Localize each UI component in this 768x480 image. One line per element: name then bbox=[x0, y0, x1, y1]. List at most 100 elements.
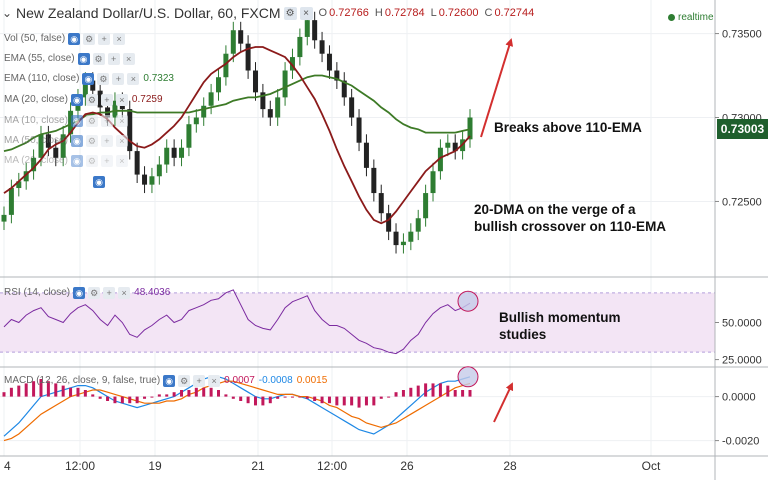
candle-body bbox=[319, 40, 325, 54]
add-icon[interactable]: + bbox=[98, 32, 111, 45]
collapse-chevron-icon[interactable]: ⌄ bbox=[2, 6, 13, 20]
candle-body bbox=[216, 77, 222, 93]
candle-body bbox=[326, 53, 332, 71]
close-icon[interactable]: × bbox=[115, 134, 128, 147]
close-icon[interactable]: × bbox=[115, 93, 128, 106]
macd-hist-bar bbox=[180, 390, 184, 397]
add-icon[interactable]: + bbox=[103, 286, 116, 299]
candle-body bbox=[23, 171, 29, 182]
eye-icon[interactable]: ◉ bbox=[163, 374, 176, 387]
candle-body bbox=[230, 30, 236, 54]
macd-hist-bar bbox=[305, 396, 309, 399]
candle-body bbox=[16, 181, 22, 189]
settings-icon[interactable]: ⚙ bbox=[85, 134, 98, 147]
eye-icon[interactable]: ◉ bbox=[70, 154, 83, 167]
settings-icon[interactable]: ⚙ bbox=[92, 52, 105, 65]
macd-hist-bar bbox=[113, 396, 117, 404]
settings-icon[interactable]: ⚙ bbox=[178, 374, 191, 387]
macd-legend[interactable]: MACD (12, 26, close, 9, false, true) ◉ ⚙… bbox=[4, 373, 327, 388]
candle-body bbox=[45, 134, 51, 148]
settings-icon[interactable]: ⚙ bbox=[88, 286, 101, 299]
macd-hist-bar bbox=[379, 396, 383, 399]
eye-icon[interactable]: ◉ bbox=[77, 52, 90, 65]
macd-hist-bar bbox=[209, 387, 213, 397]
add-icon[interactable]: + bbox=[193, 374, 206, 387]
macd-hist-bar bbox=[231, 396, 235, 399]
macd-hist-bar bbox=[32, 381, 36, 397]
x-tick-label: 26 bbox=[400, 459, 414, 473]
indicator-label: MA (20, close) bbox=[4, 94, 68, 105]
eye-icon[interactable]: ◉ bbox=[73, 286, 86, 299]
candle-body bbox=[245, 43, 251, 71]
eye-icon[interactable]: ◉ bbox=[70, 93, 83, 106]
add-icon[interactable]: + bbox=[112, 72, 125, 85]
candle-body bbox=[452, 142, 458, 152]
indicator-ema55[interactable]: EMA (55, close) ◉ ⚙ + × bbox=[4, 51, 135, 66]
add-icon[interactable]: + bbox=[100, 134, 113, 147]
eye-icon[interactable]: ◉ bbox=[82, 72, 95, 85]
macd-hist-bar bbox=[128, 396, 132, 404]
settings-icon[interactable]: ⚙ bbox=[83, 32, 96, 45]
close-icon[interactable]: × bbox=[115, 154, 128, 167]
open-label: O bbox=[318, 7, 328, 19]
candle-body bbox=[208, 92, 214, 106]
settings-icon[interactable]: ⚙ bbox=[85, 114, 98, 127]
add-icon[interactable]: + bbox=[100, 114, 113, 127]
candle-body bbox=[201, 105, 207, 118]
indicator-label: MA (20, close) bbox=[4, 155, 68, 166]
candle-body bbox=[68, 110, 74, 135]
macd-hist-bar bbox=[224, 394, 228, 397]
macd-arrow bbox=[493, 382, 514, 423]
candle-body bbox=[97, 90, 103, 108]
indicator-ma50[interactable]: MA (50, close) ◉ ⚙ + × bbox=[4, 133, 128, 148]
add-icon[interactable]: + bbox=[100, 93, 113, 106]
candle-body bbox=[1, 214, 7, 222]
close-icon[interactable]: × bbox=[113, 32, 126, 45]
macd-hist-bar bbox=[290, 396, 294, 398]
close-icon[interactable]: × bbox=[115, 114, 128, 127]
macd-hist-bar bbox=[83, 390, 87, 397]
annotation-dma-line1: 20-DMA on the verge of a bbox=[474, 202, 636, 217]
candle-body bbox=[423, 193, 429, 219]
candle-body bbox=[149, 176, 155, 185]
indicator-ma10[interactable]: MA (10, close) ◉ ⚙ + × bbox=[4, 113, 128, 128]
eye-icon[interactable]: ◉ bbox=[68, 32, 81, 45]
macd-hist-bar bbox=[468, 390, 472, 397]
candle-body bbox=[90, 80, 96, 91]
macd-hist-bar bbox=[335, 396, 339, 406]
settings-icon[interactable]: ⚙ bbox=[85, 93, 98, 106]
candle-body bbox=[164, 147, 170, 165]
indicator-ema110[interactable]: EMA (110, close) ◉ ⚙ + × 0.7323 bbox=[4, 71, 174, 86]
macd-hist-bar bbox=[165, 394, 169, 397]
candle-body bbox=[127, 109, 133, 152]
indicator-vol[interactable]: Vol (50, false) ◉ ⚙ + × bbox=[4, 31, 126, 46]
macd-hist-bar bbox=[431, 383, 435, 397]
add-icon[interactable]: + bbox=[107, 52, 120, 65]
candle-body bbox=[334, 70, 340, 81]
close-icon[interactable]: × bbox=[122, 52, 135, 65]
macd-hist-bar bbox=[187, 390, 191, 397]
eye-icon[interactable]: ◉ bbox=[93, 175, 105, 188]
close-icon[interactable]: × bbox=[299, 6, 313, 20]
indicator-hidden[interactable]: ◉ bbox=[90, 174, 105, 189]
indicator-ma20-b[interactable]: MA (20, close) ◉ ⚙ + × bbox=[4, 153, 128, 168]
candle-body bbox=[282, 70, 288, 98]
settings-icon[interactable]: ⚙ bbox=[283, 6, 297, 20]
eye-icon[interactable]: ◉ bbox=[70, 134, 83, 147]
candle-body bbox=[275, 97, 281, 118]
candle-body bbox=[260, 92, 266, 110]
close-icon[interactable]: × bbox=[127, 72, 140, 85]
indicator-ma20[interactable]: MA (20, close) ◉ ⚙ + × 0.7259 bbox=[4, 92, 163, 107]
add-icon[interactable]: + bbox=[100, 154, 113, 167]
rsi-label: RSI (14, close) bbox=[4, 287, 71, 298]
settings-icon[interactable]: ⚙ bbox=[85, 154, 98, 167]
y-tick-label: 0.0000 bbox=[722, 392, 756, 404]
settings-icon[interactable]: ⚙ bbox=[97, 72, 110, 85]
candle-body bbox=[408, 231, 414, 242]
rsi-legend[interactable]: RSI (14, close) ◉ ⚙ + × 48.4036 bbox=[4, 285, 170, 300]
eye-icon[interactable]: ◉ bbox=[70, 114, 83, 127]
x-tick-label: 21 bbox=[251, 459, 265, 473]
close-icon[interactable]: × bbox=[118, 286, 131, 299]
symbol-title[interactable]: New Zealand Dollar/U.S. Dollar, 60, FXCM bbox=[16, 5, 281, 21]
close-icon[interactable]: × bbox=[208, 374, 221, 387]
